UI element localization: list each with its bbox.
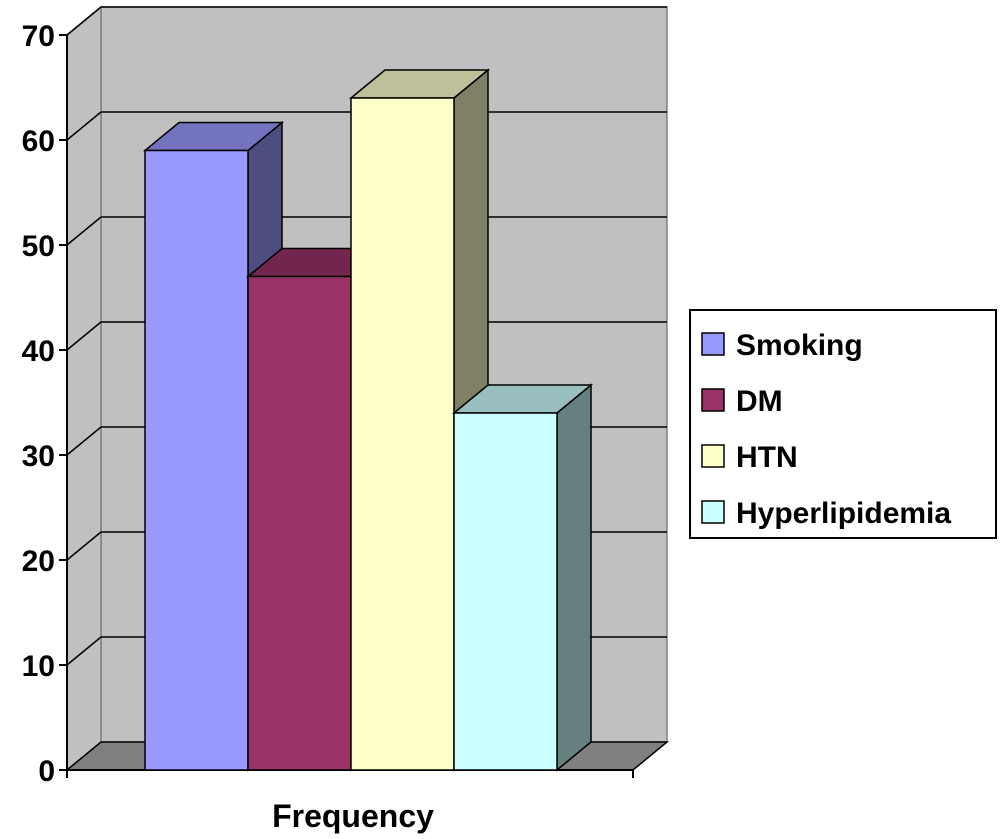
legend-item-smoking: Smoking [701, 329, 863, 362]
bar-front [350, 97, 455, 771]
bar-front [453, 412, 558, 771]
gridline-side [66, 321, 102, 351]
side-wall [66, 5, 102, 772]
legend-item-dm: DM [701, 385, 783, 418]
gridline-side [66, 426, 102, 456]
y-tick-label: 0 [38, 755, 55, 788]
bars [142, 68, 594, 772]
legend-label: DM [736, 385, 783, 418]
legend-box [689, 309, 997, 539]
bar-side [556, 383, 592, 772]
y-tick-label: 50 [22, 230, 55, 263]
bar-front [144, 149, 249, 771]
y-tick-label: 20 [22, 545, 55, 578]
x-axis-title: Frequency [272, 798, 434, 834]
y-tick-label: 40 [22, 335, 55, 368]
y-tick-label: 70 [22, 20, 55, 53]
legend-label: Hyperlipidemia [736, 497, 951, 530]
y-tick-label: 10 [22, 650, 55, 683]
gridline-side [66, 531, 102, 561]
legend-swatch [701, 500, 725, 524]
legend-item-htn: HTN [701, 441, 798, 474]
legend: Smoking DM HTN Hyperlipidemia [689, 309, 997, 539]
gridline-side [66, 111, 102, 141]
gridline-side [66, 636, 102, 666]
legend-label: Smoking [736, 329, 863, 362]
bar-hyperlipidemia [451, 383, 594, 772]
legend-swatch [701, 388, 725, 412]
legend-label: HTN [736, 441, 798, 474]
legend-swatch [701, 332, 725, 356]
gridline-side [66, 6, 102, 36]
legend-item-hyperlipidemia: Hyperlipidemia [701, 497, 951, 530]
y-tick-labels: 0 10 20 30 40 50 60 70 [22, 20, 55, 788]
legend-swatch [701, 444, 725, 468]
y-tick-label: 60 [22, 125, 55, 158]
gridline-side [66, 216, 102, 246]
y-tick-label: 30 [22, 440, 55, 473]
bar-front [247, 275, 352, 771]
